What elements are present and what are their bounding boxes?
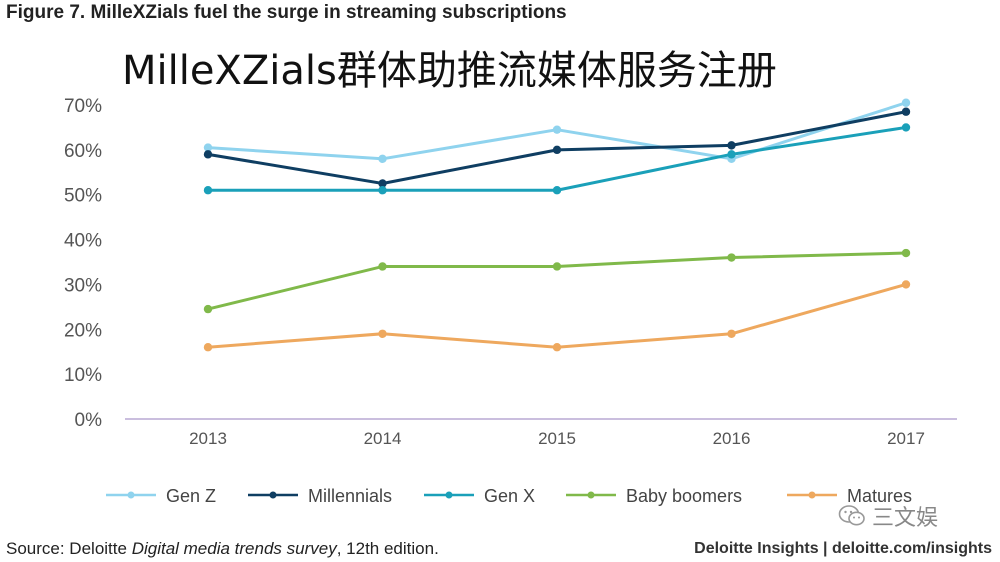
y-tick-label: 60% [64, 141, 102, 162]
y-tick-label: 40% [64, 231, 102, 252]
y-tick-label: 20% [64, 320, 102, 341]
legend-label: Matures [847, 486, 912, 506]
x-axis-ticks: 2013 2014 2015 2016 2017 [189, 429, 925, 448]
y-tick-label: 50% [64, 186, 102, 207]
data-point-matures [203, 343, 213, 352]
series-baby-boomers [203, 248, 911, 314]
data-point-matures [552, 343, 562, 352]
data-point-baby-boomers [727, 253, 736, 262]
data-point-millennials [203, 150, 213, 159]
data-point-millennials [378, 179, 387, 188]
source-suffix: , 12th edition. [336, 539, 439, 558]
y-tick-label: 30% [64, 275, 102, 296]
legend-swatch-marker [587, 491, 595, 499]
series-matures [203, 280, 911, 352]
legend-item-millennials: Millennials [248, 486, 392, 506]
wechat-icon [838, 505, 865, 526]
data-point-gen-z [378, 154, 387, 164]
source-prefix: Source: Deloitte [6, 539, 132, 558]
data-point-baby-boomers [203, 304, 213, 314]
y-tick-label: 0% [75, 410, 103, 431]
x-tick-label: 2016 [713, 429, 751, 448]
data-point-gen-x [203, 186, 213, 195]
data-point-gen-z [203, 143, 213, 152]
y-tick-label: 70% [64, 96, 102, 117]
legend-swatch-marker [808, 491, 816, 499]
legend-label: Millennials [308, 486, 392, 506]
data-point-baby-boomers [378, 262, 387, 271]
legend-swatch-marker [269, 491, 277, 499]
legend-label: Gen X [484, 486, 535, 506]
data-point-gen-x [727, 150, 736, 159]
data-point-baby-boomers [901, 248, 911, 258]
data-point-gen-z [552, 125, 562, 134]
legend-swatch-marker [445, 491, 453, 499]
source-note: Source: Deloitte Digital media trends su… [6, 539, 439, 559]
data-point-matures [727, 329, 736, 338]
x-tick-label: 2014 [364, 429, 402, 448]
y-axis-ticks: 0% 10% 20% 30% 40% 50% 60% 70% [64, 96, 102, 431]
legend-label: Baby boomers [626, 486, 742, 506]
x-tick-label: 2013 [189, 429, 227, 448]
watermark: 三文娱 [838, 500, 938, 532]
legend-item-matures: Matures [787, 486, 912, 506]
legend-label: Gen Z [166, 486, 216, 506]
series-gen-x [203, 123, 911, 195]
watermark-text: 三文娱 [872, 506, 939, 531]
data-point-matures [901, 280, 911, 289]
data-point-millennials [552, 145, 562, 155]
source-title: Digital media trends survey [131, 539, 337, 558]
series-group [203, 98, 911, 352]
series-line-baby-boomers [207, 251, 907, 311]
x-tick-label: 2015 [538, 429, 576, 448]
data-point-gen-z [901, 98, 911, 107]
data-point-gen-x [378, 186, 387, 195]
overlay-title: MilleXZials群体助推流媒体服务注册 [122, 48, 777, 94]
brand-credit: Deloitte Insights | deloitte.com/insight… [694, 540, 992, 557]
legend-item-gen-z: Gen Z [106, 486, 216, 506]
series-line-matures [207, 282, 907, 349]
data-point-baby-boomers [552, 262, 562, 271]
series-millennials [203, 107, 911, 188]
data-point-matures [378, 329, 387, 338]
data-point-gen-x [552, 186, 562, 195]
y-tick-label: 10% [64, 365, 102, 386]
data-point-millennials [727, 141, 736, 150]
data-point-gen-x [901, 123, 911, 132]
x-tick-label: 2017 [887, 429, 925, 448]
legend-swatch-marker [127, 491, 135, 499]
figure-title: Figure 7. MilleXZials fuel the surge in … [6, 2, 567, 23]
legend-item-gen-x: Gen X [424, 486, 535, 506]
data-point-millennials [901, 107, 911, 116]
legend-item-baby-boomers: Baby boomers [566, 486, 742, 506]
legend: Gen Z Millennials Gen X Baby boomers Matures [106, 486, 912, 506]
